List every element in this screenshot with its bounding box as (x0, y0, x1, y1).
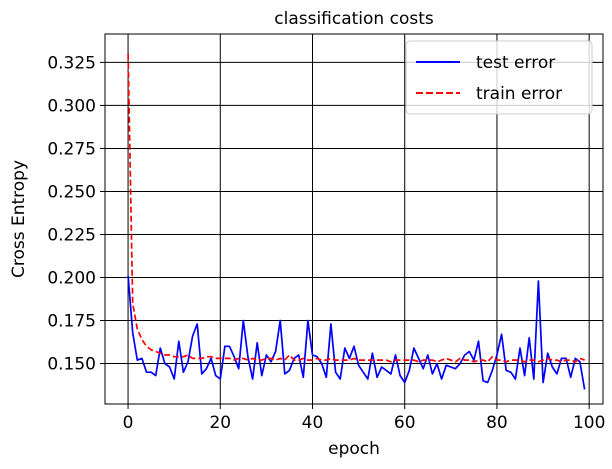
y-tick-label: 0.175 (47, 312, 96, 332)
y-tick-label: 0.200 (47, 269, 96, 289)
grid (105, 34, 603, 404)
y-tick-label: 0.300 (47, 96, 96, 116)
x-tick-label: 20 (209, 413, 231, 433)
chart-title: classification costs (274, 9, 434, 29)
y-tick-label: 0.275 (47, 139, 96, 159)
train-error-line (127, 53, 585, 363)
y-tick-label: 0.250 (47, 182, 96, 202)
x-axis-label: epoch (328, 439, 380, 459)
y-tick-label: 0.325 (47, 53, 96, 73)
legend-box (405, 40, 593, 115)
x-tick-label: 0 (123, 413, 134, 433)
x-tick-label: 60 (394, 413, 416, 433)
x-tick-label: 100 (573, 413, 605, 433)
axis-ticks: 0 20 40 60 80 100 0.150 0.175 0.200 0.225 0.250 0.2… (47, 53, 605, 433)
y-tick-label: 0.225 (47, 225, 96, 245)
legend-test-error-label: test error (476, 53, 555, 73)
plot-frame (104, 33, 604, 405)
y-axis-label: Cross Entropy (9, 160, 29, 278)
y-tick-label: 0.150 (47, 355, 96, 375)
legend-train-error-label: train error (476, 84, 562, 104)
legend: test error train error (405, 40, 593, 115)
x-tick-label: 40 (302, 413, 324, 433)
test-error-line (127, 275, 586, 390)
plot-lines (127, 53, 586, 390)
x-tick-label: 80 (486, 413, 508, 433)
